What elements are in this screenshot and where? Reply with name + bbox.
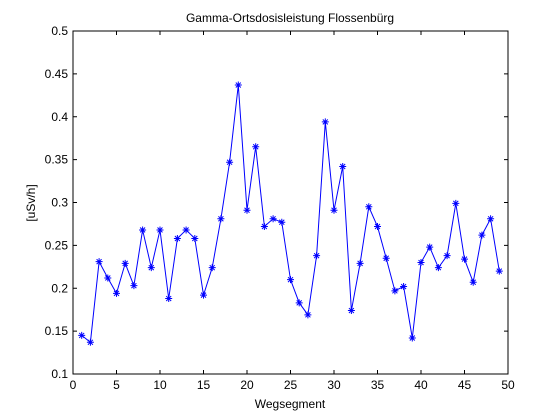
chart-title: Gamma-Ortsdosisleistung Flossenbürg bbox=[186, 11, 394, 25]
data-point bbox=[156, 226, 164, 234]
data-point bbox=[252, 143, 260, 151]
data-point bbox=[478, 231, 486, 239]
data-point bbox=[434, 264, 442, 272]
data-point bbox=[330, 206, 338, 214]
y-tick-label: 0.3 bbox=[51, 196, 68, 210]
data-point bbox=[382, 254, 390, 262]
x-axis-label: Wegsegment bbox=[255, 397, 326, 411]
y-tick-label: 0.25 bbox=[45, 238, 69, 252]
data-point bbox=[400, 283, 408, 291]
data-point bbox=[165, 295, 173, 303]
data-point bbox=[191, 235, 199, 243]
data-point bbox=[321, 118, 329, 126]
y-axis-label: [uSv/h] bbox=[24, 184, 38, 221]
y-tick-label: 0.45 bbox=[45, 67, 69, 81]
data-point bbox=[86, 338, 94, 346]
data-point bbox=[426, 243, 434, 251]
data-point bbox=[278, 218, 286, 226]
data-point bbox=[234, 81, 242, 89]
x-tick-label: 45 bbox=[458, 378, 472, 392]
x-tick-label: 15 bbox=[197, 378, 211, 392]
data-point bbox=[95, 258, 103, 266]
data-point bbox=[139, 226, 147, 234]
data-point bbox=[374, 223, 381, 231]
data-point bbox=[304, 311, 312, 319]
data-point bbox=[295, 299, 303, 307]
data-point bbox=[113, 289, 120, 297]
data-point bbox=[182, 226, 190, 234]
x-tick-label: 30 bbox=[327, 378, 341, 392]
data-point bbox=[469, 278, 477, 286]
data-point bbox=[443, 252, 451, 260]
y-tick-label: 0.5 bbox=[51, 24, 68, 38]
data-point bbox=[339, 162, 347, 170]
x-tick-label: 40 bbox=[414, 378, 428, 392]
data-point bbox=[356, 259, 364, 267]
data-point bbox=[243, 206, 251, 214]
x-tick-label: 0 bbox=[70, 378, 77, 392]
data-point bbox=[226, 158, 234, 166]
x-tick-label: 35 bbox=[371, 378, 385, 392]
data-point bbox=[217, 215, 225, 223]
y-tick-label: 0.1 bbox=[51, 367, 68, 381]
data-point bbox=[78, 331, 86, 339]
data-point bbox=[260, 223, 268, 231]
data-point bbox=[408, 334, 416, 342]
data-point bbox=[313, 252, 321, 260]
x-tick-label: 50 bbox=[501, 378, 515, 392]
data-point bbox=[495, 267, 503, 275]
data-point bbox=[208, 264, 216, 272]
y-tick-label: 0.4 bbox=[51, 110, 68, 124]
data-point bbox=[147, 264, 155, 272]
data-point bbox=[121, 259, 129, 267]
data-point bbox=[487, 215, 495, 223]
data-point bbox=[452, 199, 460, 207]
data-point bbox=[104, 274, 112, 282]
y-tick-label: 0.2 bbox=[51, 281, 68, 295]
data-point bbox=[173, 235, 181, 243]
data-point bbox=[417, 259, 425, 267]
data-point bbox=[461, 255, 468, 263]
data-point bbox=[391, 287, 399, 295]
data-point bbox=[269, 215, 277, 223]
data-point bbox=[287, 276, 294, 284]
x-tick-label: 20 bbox=[240, 378, 254, 392]
y-tick-label: 0.35 bbox=[45, 153, 69, 167]
plot-frame bbox=[72, 30, 509, 375]
plot-area: 0 5 10 15 20 25 30 35 40 45 50 0.1 0.15 0.2 0.25 0.3 0.3… bbox=[45, 24, 515, 392]
data-point bbox=[365, 203, 373, 211]
y-tick-label: 0.15 bbox=[45, 324, 69, 338]
x-tick-label: 25 bbox=[284, 378, 298, 392]
x-tick-label: 10 bbox=[153, 378, 167, 392]
data-point bbox=[130, 282, 138, 290]
x-tick-label: 5 bbox=[113, 378, 120, 392]
data-point bbox=[347, 307, 355, 315]
data-point bbox=[200, 291, 207, 299]
